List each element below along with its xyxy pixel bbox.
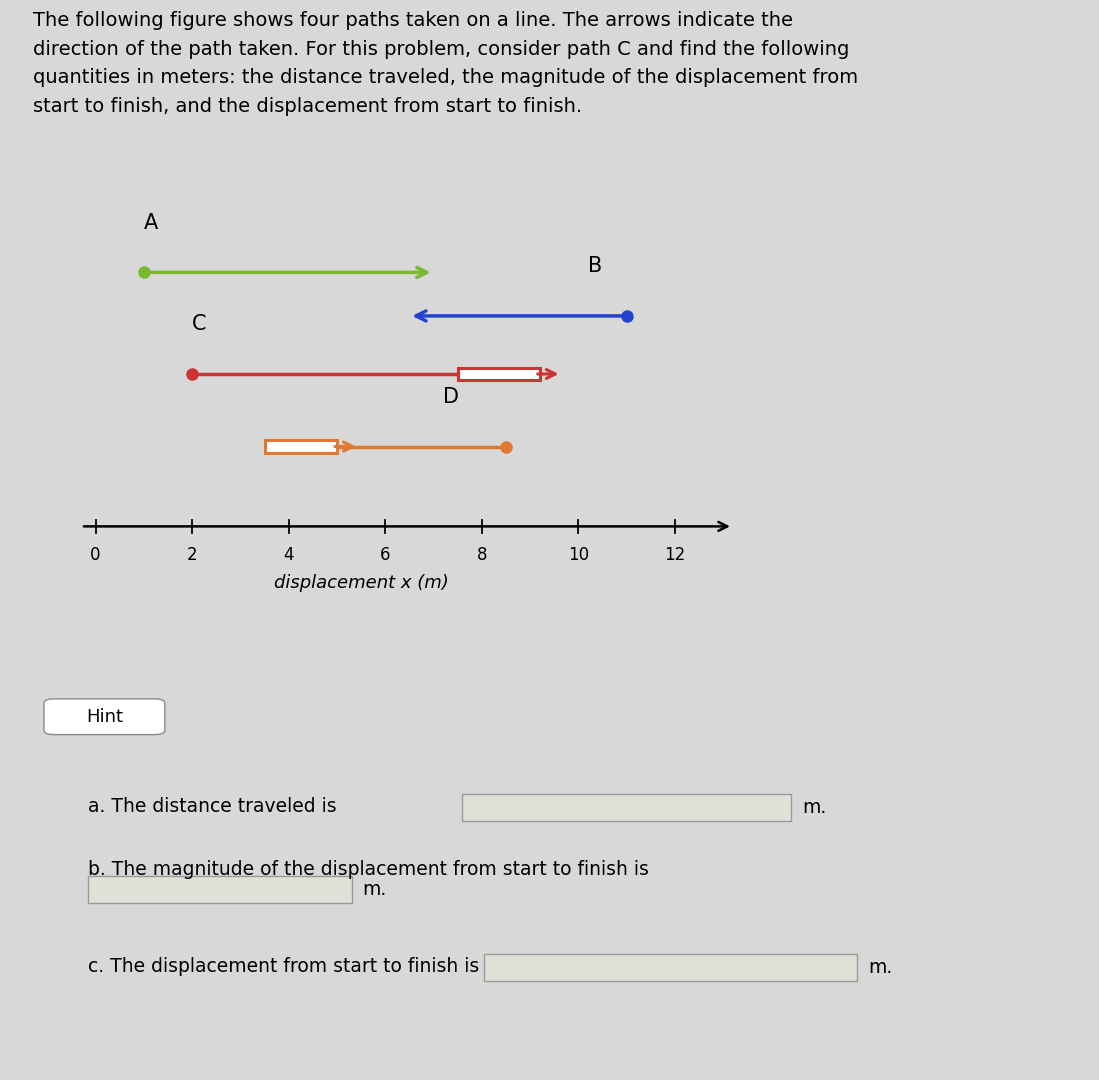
- Text: a. The distance traveled is: a. The distance traveled is: [88, 797, 336, 815]
- Text: 0: 0: [90, 546, 101, 565]
- Text: c. The displacement from start to finish is: c. The displacement from start to finish…: [88, 957, 479, 975]
- Text: m.: m.: [868, 958, 892, 976]
- Text: B: B: [588, 256, 602, 276]
- Text: 10: 10: [568, 546, 589, 565]
- Text: 12: 12: [664, 546, 686, 565]
- Bar: [265, 441, 337, 453]
- Text: 2: 2: [187, 546, 198, 565]
- Text: m.: m.: [363, 880, 387, 900]
- Text: 4: 4: [284, 546, 293, 565]
- Text: C: C: [192, 314, 207, 335]
- FancyBboxPatch shape: [484, 954, 857, 981]
- Text: A: A: [144, 213, 158, 233]
- FancyBboxPatch shape: [88, 876, 352, 903]
- Text: The following figure shows four paths taken on a line. The arrows indicate the
d: The following figure shows four paths ta…: [33, 11, 858, 116]
- Text: D: D: [443, 387, 459, 407]
- Text: displacement x (m): displacement x (m): [274, 573, 448, 592]
- Text: Hint: Hint: [86, 707, 123, 726]
- Text: m.: m.: [802, 797, 826, 816]
- Bar: [457, 367, 540, 380]
- Text: 6: 6: [380, 546, 390, 565]
- Text: 8: 8: [477, 546, 487, 565]
- Text: b. The magnitude of the displacement from start to finish is: b. The magnitude of the displacement fro…: [88, 860, 648, 879]
- FancyBboxPatch shape: [462, 794, 791, 821]
- FancyBboxPatch shape: [44, 699, 165, 734]
